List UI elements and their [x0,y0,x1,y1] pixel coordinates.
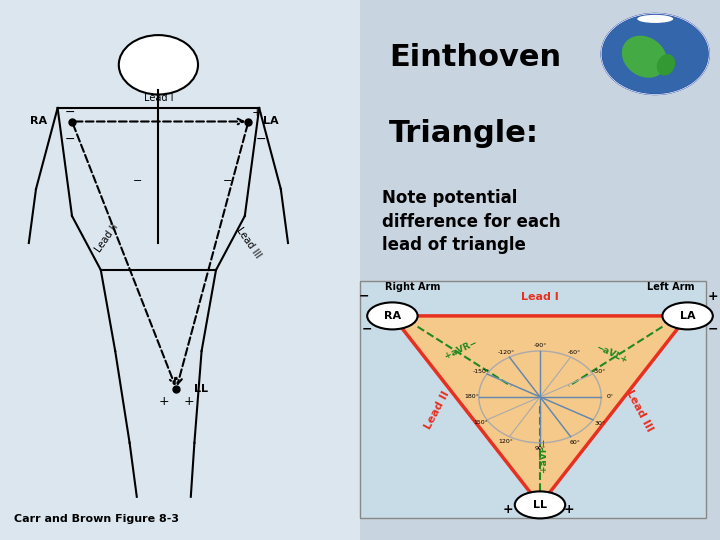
Text: 0°: 0° [606,394,613,400]
Text: LL: LL [194,384,208,394]
Text: −: − [708,322,718,335]
Polygon shape [392,316,688,505]
Text: −: − [133,176,143,186]
Text: +aVR−: +aVR− [443,338,478,361]
Text: RA: RA [384,311,401,321]
Text: Lead II: Lead II [94,221,120,254]
Text: 30°: 30° [595,421,606,426]
Text: 90°: 90° [534,446,546,451]
Text: Einthoven: Einthoven [389,43,561,72]
Text: Carr and Brown Figure 8-3: Carr and Brown Figure 8-3 [14,514,179,524]
Text: Right Arm: Right Arm [385,281,441,292]
Text: -30°: -30° [593,369,606,374]
Ellipse shape [637,15,673,23]
Text: +aVF−: +aVF− [539,438,548,472]
Text: Lead III: Lead III [234,226,262,260]
Text: Lead III: Lead III [624,388,654,433]
Text: Left Arm: Left Arm [647,281,695,292]
Text: −: − [223,176,233,186]
Text: 60°: 60° [570,440,580,445]
Text: -150°: -150° [472,369,490,374]
Text: −: − [359,289,369,303]
Text: 120°: 120° [498,439,513,444]
Text: +: + [708,289,718,303]
Text: Triangle:: Triangle: [389,119,539,148]
Text: −aVL+: −aVL+ [594,343,629,366]
Ellipse shape [367,302,418,329]
Text: -90°: -90° [534,343,546,348]
Text: -60°: -60° [567,350,581,355]
FancyBboxPatch shape [360,281,706,518]
Text: +: + [503,503,513,516]
Ellipse shape [515,491,565,518]
FancyBboxPatch shape [360,0,720,540]
Ellipse shape [622,36,667,78]
Text: +: + [564,503,574,516]
Text: 150°: 150° [473,420,488,425]
Text: Lead II: Lead II [423,390,451,431]
Circle shape [601,14,709,94]
Text: −: − [256,133,266,146]
Text: +: + [184,395,194,408]
Text: LA: LA [680,311,696,321]
Text: Lead I: Lead I [521,292,559,302]
Text: 180°: 180° [464,394,479,400]
Text: -120°: -120° [498,350,514,355]
Ellipse shape [662,302,713,329]
FancyBboxPatch shape [0,0,360,540]
Text: −: − [362,322,372,335]
Text: Note potential
difference for each
lead of triangle: Note potential difference for each lead … [382,189,560,254]
Text: RA: RA [30,117,47,126]
Text: LL: LL [533,500,547,510]
Text: −: − [65,133,76,146]
Circle shape [119,35,198,94]
Text: Lead I: Lead I [144,92,173,103]
Ellipse shape [657,54,675,76]
Text: −: − [65,106,76,119]
Text: LA: LA [263,117,279,126]
Text: +: + [252,106,263,119]
Text: +: + [158,395,169,408]
